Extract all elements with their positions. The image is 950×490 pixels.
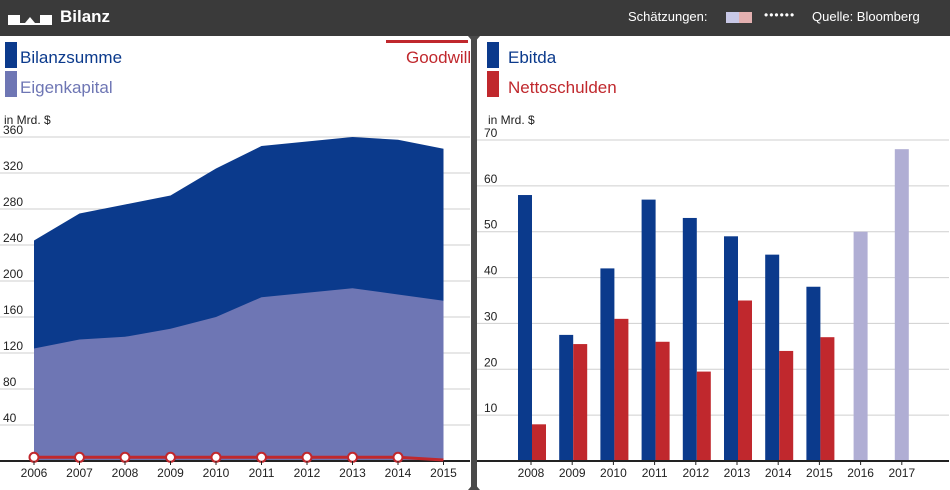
bar-ebitda — [518, 195, 532, 461]
bar-ebitda — [724, 236, 738, 461]
y-tick-label: 280 — [3, 195, 23, 209]
bar-nettoschulden — [696, 371, 711, 461]
right-legend: Ebitda Nettoschulden — [477, 38, 950, 108]
y-tick-label: 20 — [484, 355, 498, 369]
estimate-dots: •••••• — [764, 8, 796, 22]
x-tick-label: 2009 — [559, 466, 586, 480]
goodwill-point — [210, 451, 222, 463]
x-tick-label: 2012 — [294, 466, 321, 480]
x-tick-label: 2013 — [339, 466, 366, 480]
goodwill-point — [74, 451, 85, 463]
bar-ebitda — [600, 268, 615, 461]
bar-nettoschulden — [532, 424, 546, 461]
estimates-label: Schätzungen: — [628, 9, 708, 24]
x-tick-label: 2012 — [682, 466, 709, 480]
x-tick-label: 2011 — [642, 466, 668, 480]
balance-scale-icon — [8, 15, 52, 25]
x-tick-label: 2015 — [430, 466, 457, 480]
left-legend: Bilanzsumme Eigenkapital Goodwill — [0, 38, 471, 108]
y-tick-label: 160 — [3, 303, 23, 317]
legend-label-bilanzsumme: Bilanzsumme — [20, 48, 123, 67]
bar-nettoschulden — [655, 341, 670, 461]
y-tick-label: 320 — [3, 159, 23, 173]
bar-nettoschulden — [779, 350, 794, 461]
estimate-swatch — [726, 12, 752, 23]
x-tick-label: 2017 — [888, 466, 915, 480]
x-tick-label: 2009 — [157, 466, 184, 480]
header-bar: Bilanz Schätzungen: •••••• Quelle: Bloom… — [0, 0, 950, 36]
y-tick-label: 70 — [484, 126, 498, 140]
panel-divider — [471, 36, 477, 490]
x-tick-label: 2011 — [249, 466, 275, 480]
bar-ebitda — [853, 231, 868, 461]
bar-ebitda — [806, 286, 821, 461]
bar-nettoschulden — [738, 300, 752, 461]
bar-nettoschulden — [573, 344, 588, 461]
y-tick-label: 60 — [484, 172, 498, 186]
goodwill-point — [392, 451, 404, 463]
goodwill-point — [165, 451, 176, 463]
legend-swatch-ebitda — [487, 42, 499, 68]
goodwill-point — [256, 451, 267, 463]
legend-line-goodwill — [386, 40, 468, 43]
left-unit-label: in Mrd. $ — [4, 113, 51, 127]
legend-label-ebitda: Ebitda — [508, 48, 557, 67]
bar-nettoschulden — [820, 337, 835, 461]
goodwill-point — [119, 451, 131, 463]
page-title: Bilanz — [60, 7, 111, 26]
x-tick-label: 2014 — [765, 466, 792, 480]
divider-arrow-bottom-icon — [468, 483, 480, 490]
y-tick-label: 10 — [484, 401, 498, 415]
area-eigenkapital — [34, 288, 444, 461]
x-tick-label: 2016 — [847, 466, 874, 480]
y-tick-label: 40 — [3, 411, 17, 425]
y-tick-label: 40 — [484, 264, 498, 278]
x-tick-label: 2010 — [203, 466, 230, 480]
y-tick-label: 50 — [484, 218, 498, 232]
legend-swatch-bilanzsumme — [5, 42, 17, 68]
legend-label-eigenkapital: Eigenkapital — [20, 78, 113, 97]
balance-area-chart: 40 80 120 160 200 240 280 320 360 2006 2007 2008 200… — [0, 123, 470, 480]
y-tick-label: 80 — [3, 375, 17, 389]
y-tick-label: 200 — [3, 267, 23, 281]
x-tick-label: 2007 — [66, 466, 93, 480]
x-tick-label: 2014 — [385, 466, 412, 480]
goodwill-point — [301, 451, 313, 463]
x-tick-label: 2006 — [21, 466, 48, 480]
y-tick-label: 240 — [3, 231, 23, 245]
ebitda-bar-chart: 10 20 30 40 50 60 70 2008 2009 2010 2011 2012 2013 20… — [477, 126, 949, 480]
x-tick-label: 2008 — [112, 466, 139, 480]
bar-ebitda — [641, 199, 656, 461]
x-tick-label: 2013 — [724, 466, 751, 480]
x-tick-label: 2015 — [806, 466, 833, 480]
y-tick-label: 360 — [3, 123, 23, 137]
bar-ebitda — [559, 334, 574, 461]
goodwill-point — [28, 451, 40, 463]
estimate-swatch-blue — [726, 12, 739, 23]
right-unit-label: in Mrd. $ — [488, 113, 535, 127]
x-tick-label: 2010 — [600, 466, 627, 480]
legend-swatch-nettoschulden — [487, 71, 499, 97]
y-tick-label: 30 — [484, 309, 498, 323]
bar-ebitda — [682, 217, 697, 461]
bar-ebitda — [765, 254, 780, 461]
line-goodwill — [34, 455, 444, 462]
source-label: Quelle: Bloomberg — [812, 9, 920, 24]
legend-label-nettoschulden: Nettoschulden — [508, 78, 617, 97]
legend-swatch-eigenkapital — [5, 71, 17, 97]
x-tick-label: 2008 — [518, 466, 545, 480]
divider-arrow-top-icon — [468, 36, 480, 43]
goodwill-point — [347, 451, 358, 463]
estimate-swatch-red — [739, 12, 752, 23]
legend-label-goodwill: Goodwill — [406, 48, 472, 67]
y-tick-label: 120 — [3, 339, 23, 353]
bar-ebitda — [894, 149, 909, 461]
bar-nettoschulden — [614, 318, 629, 461]
